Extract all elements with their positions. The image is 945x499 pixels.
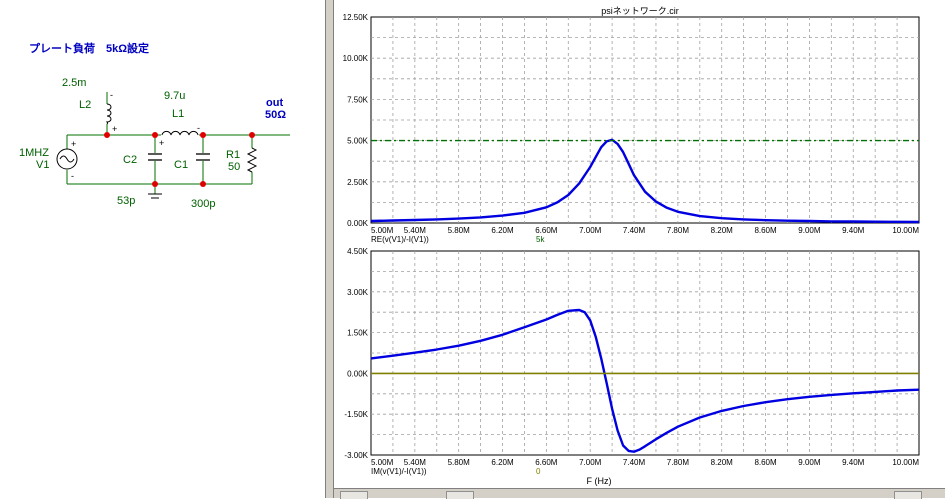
x-tick-label: 9.40M bbox=[842, 226, 865, 235]
x-tick-label: 5.40M bbox=[404, 458, 427, 467]
c2-name-label[interactable]: C2 bbox=[123, 154, 137, 166]
plot-canvas[interactable]: psiネットワーク.cir 12.50K 10.00K 7.50K 5.00K 2.50… bbox=[334, 0, 945, 498]
y-tick-label: 12.50K bbox=[343, 13, 369, 22]
node-dot bbox=[152, 132, 158, 138]
y-tick-label: 2.50K bbox=[347, 178, 369, 187]
l2-minus-sign: - bbox=[110, 90, 113, 100]
r1-value-label[interactable]: 50 bbox=[228, 161, 240, 173]
reference-trace-label: 5k bbox=[536, 235, 545, 244]
x-tick-label: 7.80M bbox=[667, 458, 690, 467]
y-tick-label: 0.00K bbox=[347, 219, 369, 228]
x-tick-label: 6.20M bbox=[491, 226, 514, 235]
out-impedance-label[interactable]: 50Ω bbox=[265, 109, 286, 121]
x-tick-label: 5.40M bbox=[404, 226, 427, 235]
c1-capacitor-symbol bbox=[196, 153, 210, 161]
x-tick-label: 8.20M bbox=[711, 458, 734, 467]
x-tick-label: 5.80M bbox=[448, 226, 471, 235]
l1-value-label[interactable]: 9.7u bbox=[164, 90, 185, 102]
x-tick-label: 10.00M bbox=[892, 458, 919, 467]
reference-trace-label: 0 bbox=[536, 467, 541, 476]
schematic-nodes bbox=[104, 132, 255, 187]
v1-plus-sign: + bbox=[71, 139, 76, 149]
y-tick-label: -1.50K bbox=[344, 410, 368, 419]
r1-name-label[interactable]: R1 bbox=[226, 149, 240, 161]
trace-name-label: RE(v(V1)/-I(V1)) bbox=[371, 235, 429, 244]
ground-icon bbox=[148, 193, 162, 199]
trace-name-label: IM(v(V1)/-I(V1)) bbox=[371, 467, 427, 476]
y-tick-label: 7.50K bbox=[347, 95, 369, 104]
node-dot bbox=[152, 181, 158, 187]
y-tick-label: 0.00K bbox=[347, 369, 369, 378]
node-dot bbox=[249, 132, 255, 138]
plot-frame bbox=[370, 250, 920, 456]
y-tick-label: 3.00K bbox=[347, 288, 369, 297]
x-tick-label: 10.00M bbox=[892, 226, 919, 235]
x-tick-label: 5.00M bbox=[371, 226, 394, 235]
c1-value-label[interactable]: 300p bbox=[191, 198, 215, 210]
x-tick-label: 7.40M bbox=[623, 226, 646, 235]
x-tick-label: 6.60M bbox=[535, 226, 558, 235]
analysis-plot-window[interactable]: psiネットワーク.cir 12.50K 10.00K 7.50K 5.00K 2.50… bbox=[334, 0, 945, 498]
x-tick-label: 8.60M bbox=[754, 226, 777, 235]
l2-value-label[interactable]: 2.5m bbox=[62, 77, 86, 89]
x-axis-title: F (Hz) bbox=[587, 476, 612, 486]
node-dot bbox=[200, 181, 206, 187]
x-tick-label: 7.80M bbox=[667, 226, 690, 235]
tab-stub[interactable] bbox=[446, 491, 474, 499]
tab-stub[interactable] bbox=[340, 491, 368, 499]
imag-part-trace[interactable] bbox=[370, 308, 920, 453]
y-tick-label: 1.50K bbox=[347, 329, 369, 338]
v1-minus-sign: - bbox=[71, 171, 74, 181]
x-tick-label: 5.80M bbox=[448, 458, 471, 467]
x-tick-label: 9.00M bbox=[798, 458, 821, 467]
x-tick-label: 7.40M bbox=[623, 458, 646, 467]
schematic-title: プレート負荷 5kΩ設定 bbox=[29, 41, 149, 55]
l2-plus-sign: + bbox=[112, 124, 117, 134]
l1-minus-sign: - bbox=[197, 123, 200, 133]
x-tick-label: 7.00M bbox=[579, 458, 602, 467]
x-tick-label: 9.00M bbox=[798, 226, 821, 235]
l2-inductor-symbol bbox=[105, 103, 112, 125]
c1-name-label[interactable]: C1 bbox=[174, 159, 188, 171]
y-tick-label: 5.00K bbox=[347, 137, 369, 146]
c2-value-label[interactable]: 53p bbox=[117, 195, 135, 207]
node-dot bbox=[104, 132, 110, 138]
y-tick-label: -3.00K bbox=[344, 451, 368, 460]
schematic-canvas[interactable]: プレート負荷 5kΩ設定 2.5m L2 - + 9.7u L1 + - C2 … bbox=[0, 0, 325, 498]
tab-stub[interactable] bbox=[894, 491, 922, 499]
real-part-trace[interactable] bbox=[370, 138, 920, 224]
out-node-label[interactable]: out bbox=[266, 97, 283, 109]
y-tick-label: 10.00K bbox=[343, 54, 369, 63]
schematic-panel[interactable]: プレート負荷 5kΩ設定 2.5m L2 - + 9.7u L1 + - C2 … bbox=[0, 0, 325, 498]
x-tick-label: 6.60M bbox=[535, 458, 558, 467]
bottom-tab-strip[interactable] bbox=[334, 488, 945, 499]
l2-name-label[interactable]: L2 bbox=[79, 99, 91, 111]
l1-plus-sign: + bbox=[159, 138, 164, 148]
v1-source-symbol bbox=[56, 148, 78, 170]
x-tick-label: 9.40M bbox=[842, 458, 865, 467]
c2-capacitor-symbol bbox=[148, 153, 162, 161]
v1-name-label[interactable]: V1 bbox=[36, 159, 49, 171]
x-tick-label: 7.00M bbox=[579, 226, 602, 235]
r1-resistor-symbol bbox=[246, 147, 258, 173]
plot-window-title: psiネットワーク.cir bbox=[601, 6, 679, 16]
x-tick-label: 8.20M bbox=[711, 226, 734, 235]
node-dot bbox=[200, 132, 206, 138]
x-tick-label: 5.00M bbox=[371, 458, 394, 467]
y-tick-label: 4.50K bbox=[347, 247, 369, 256]
v1-value-label[interactable]: 1MHZ bbox=[19, 147, 49, 159]
x-tick-label: 8.60M bbox=[754, 458, 777, 467]
l1-name-label[interactable]: L1 bbox=[172, 108, 184, 120]
splitter-bar[interactable] bbox=[325, 0, 334, 498]
x-tick-label: 6.20M bbox=[491, 458, 514, 467]
